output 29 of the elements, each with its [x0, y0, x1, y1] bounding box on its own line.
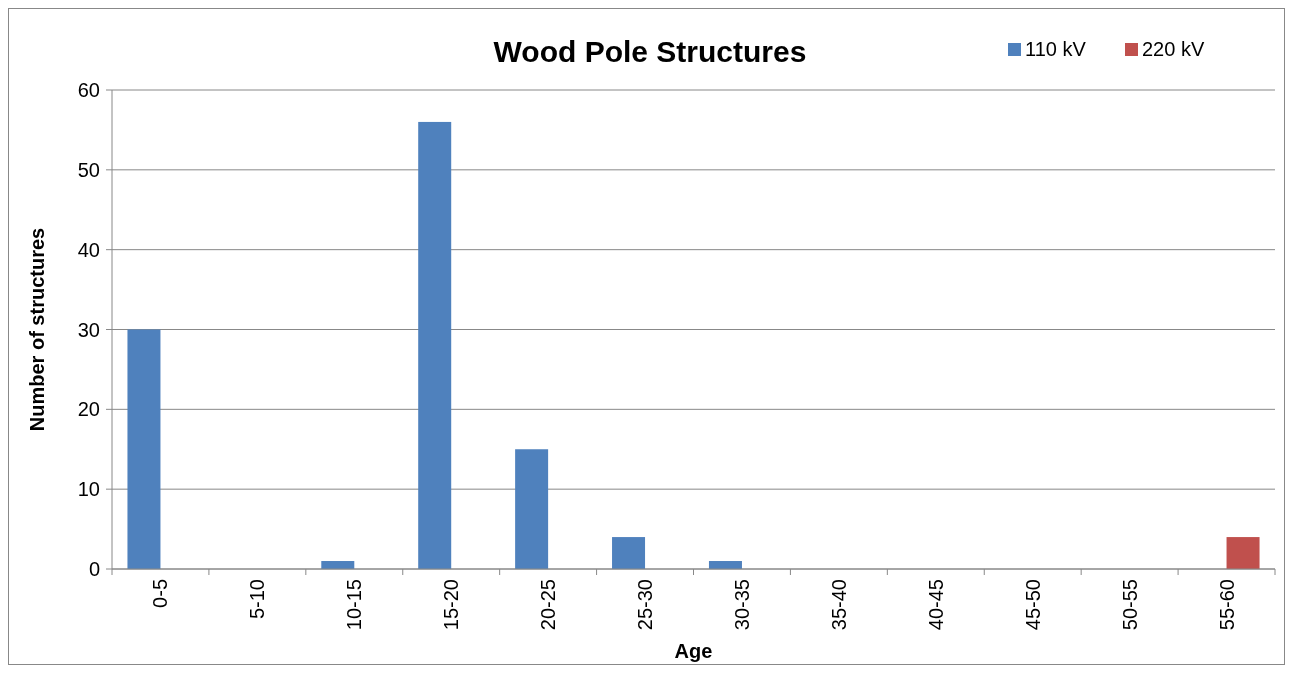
y-tick-label: 50 [77, 158, 100, 181]
x-tick-label: 0-5 [149, 579, 172, 608]
legend-label: 220 kV [1142, 38, 1205, 60]
x-tick-label: 15-20 [440, 579, 463, 631]
x-tick-label: 45-50 [1021, 579, 1044, 631]
y-tick-label: 10 [77, 478, 100, 501]
y-tick-label: 60 [77, 79, 100, 101]
y-tick-label: 40 [77, 238, 100, 261]
x-tick-label: 55-60 [1215, 579, 1238, 631]
x-tick-label: 25-30 [634, 579, 657, 631]
bar [515, 449, 549, 569]
bar [418, 121, 452, 569]
x-tick-label: 5-10 [246, 579, 269, 620]
chart-title: Wood Pole Structures [493, 35, 807, 68]
x-tick-label: 30-35 [730, 579, 753, 631]
y-tick-label: 30 [77, 318, 100, 341]
bar [127, 329, 161, 569]
x-tick-label: 20-25 [537, 579, 560, 631]
x-tick-label: 40-45 [924, 579, 947, 631]
y-tick-label: 20 [77, 398, 100, 421]
y-tick-label: 0 [88, 558, 100, 580]
legend-label: 110 kV [1025, 38, 1087, 60]
x-tick-label: 35-40 [827, 579, 850, 631]
bar [1226, 537, 1260, 569]
x-tick-label: 50-55 [1118, 579, 1141, 631]
x-tick-label: 10-15 [343, 579, 366, 631]
bar [612, 537, 646, 569]
x-axis-title: Age [674, 640, 713, 662]
y-axis-title: Number of structures [26, 227, 48, 432]
